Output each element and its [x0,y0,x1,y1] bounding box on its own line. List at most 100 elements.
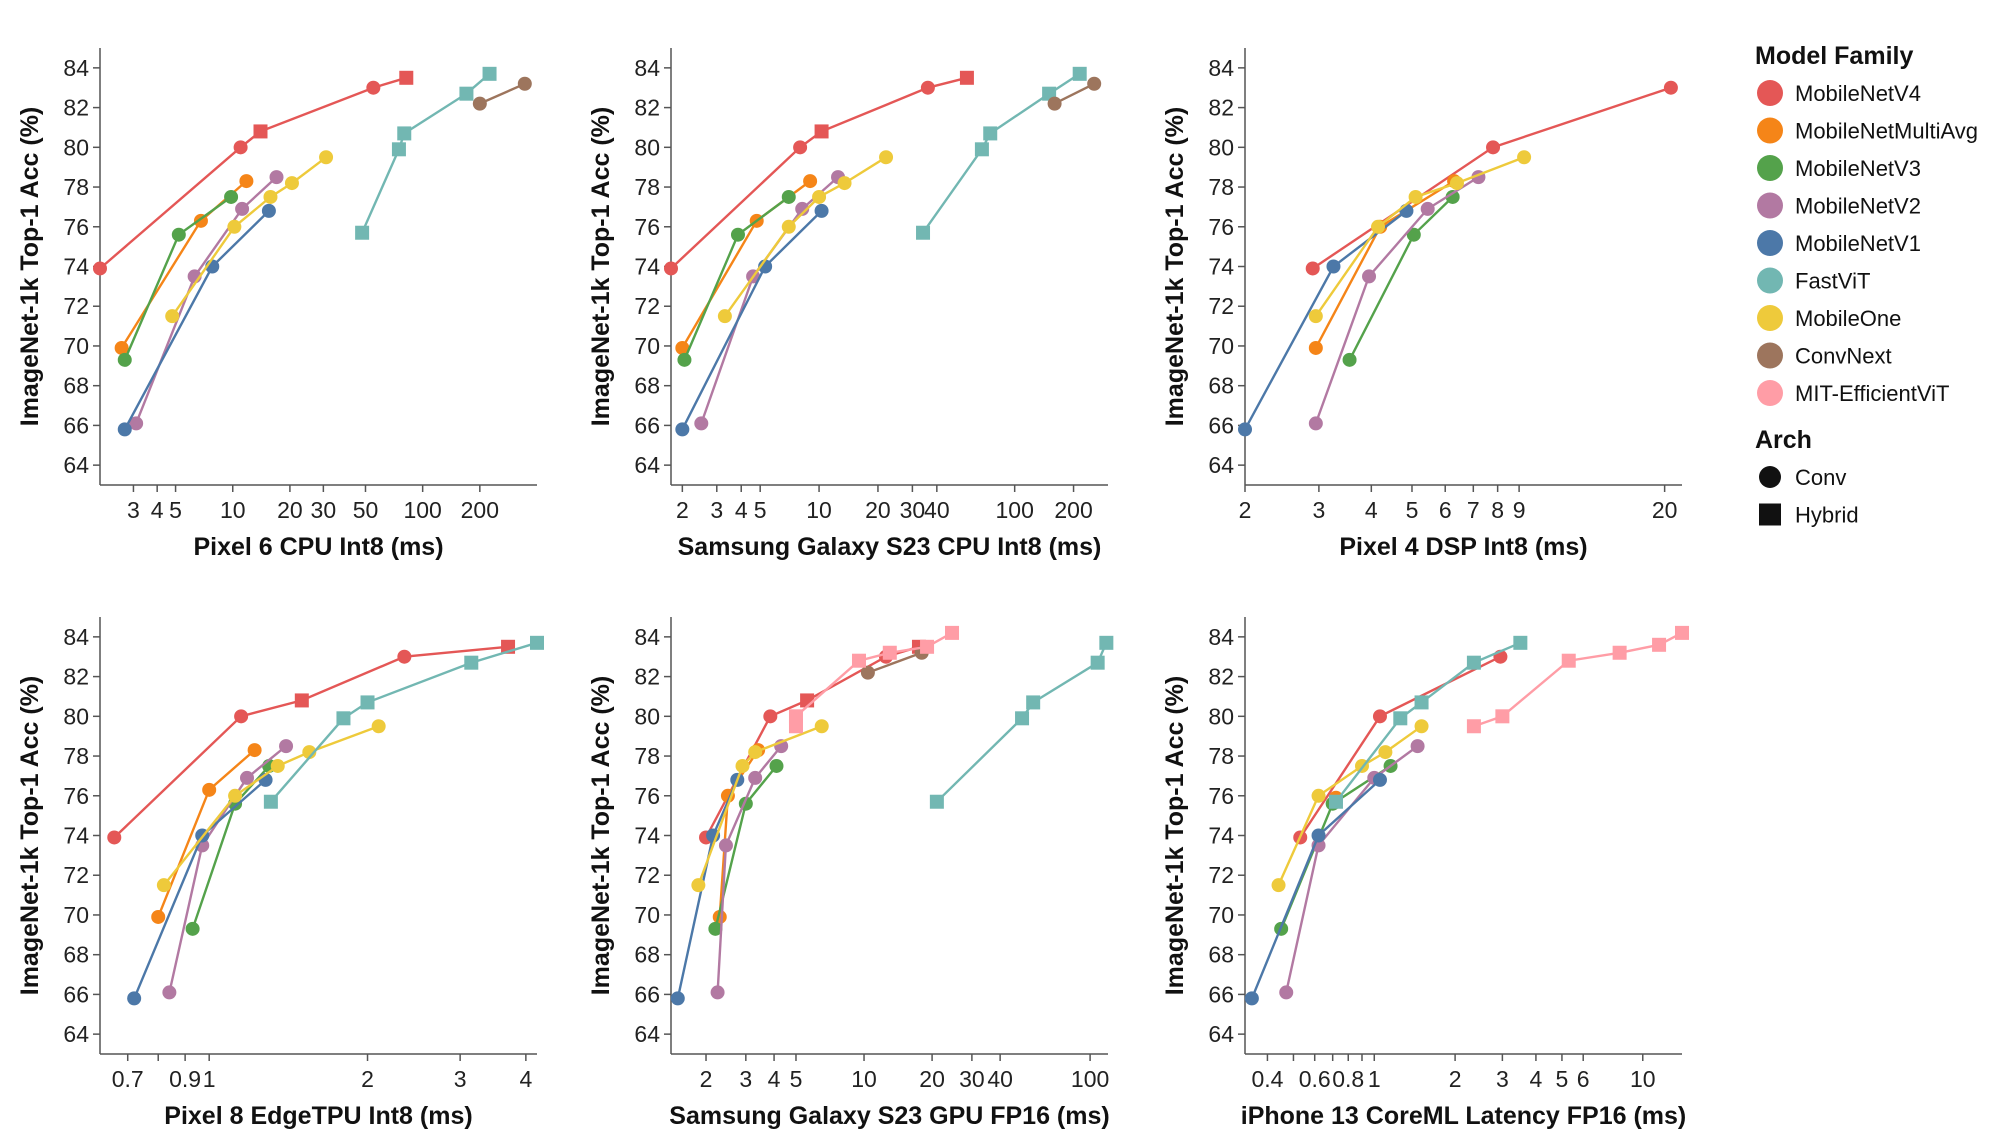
x-tick-label: 2 [1239,497,1252,523]
x-tick-label: 4 [519,1066,532,1092]
y-tick-label: 78 [1208,174,1234,200]
data-point-square [1414,695,1429,710]
data-point-square [1495,709,1510,724]
x-tick-label: 10 [1630,1066,1656,1092]
series-line [269,641,538,803]
data-point-circle [763,709,778,724]
series-mobilenetv1 [1244,772,1387,1006]
data-point-square [399,70,414,85]
y-tick-label: 64 [634,1021,660,1047]
y-tick-label: 82 [63,95,89,121]
x-tick-label: 10 [851,1066,877,1092]
data-point-circle [302,745,317,760]
x-tick-label: 1 [1368,1066,1381,1092]
series-line [683,196,790,361]
y-tick-label: 72 [1208,862,1234,888]
data-point-square [959,70,974,85]
x-tick-label: 30 [311,497,337,523]
data-point-square [851,653,866,668]
data-point-circle [748,745,763,760]
series-mobilenetv1 [670,772,745,1006]
x-tick-label: 20 [865,497,891,523]
x-tick-label: 2 [1449,1066,1462,1092]
series-line [134,176,278,424]
x-tick-label: 1 [203,1066,216,1092]
data-point-circle [472,96,487,111]
data-point-circle [269,170,284,185]
data-point-circle [397,649,412,664]
y-axis-title: ImageNet-1k Top-1 Acc (%) [1161,107,1189,427]
series-mobilenetv4 [1293,649,1508,845]
legend-label-mobilenetmultiavg: MobileNetMultiAvg [1795,119,1978,144]
x-tick-label: 6 [1439,497,1452,523]
series-line [676,779,739,999]
data-point-square [360,695,375,710]
data-point-circle [107,830,122,845]
legend-label-mit-efficientvit: MIT-EfficientViT [1795,381,1949,406]
y-tick-label: 78 [63,743,89,769]
data-point-circle [366,80,381,95]
legend-family-title: Model Family [1755,42,1913,70]
data-point-circle [117,352,132,367]
data-point-circle [812,189,827,204]
series-mobilenetv3 [117,189,239,367]
x-tick-label: 4 [768,1066,781,1092]
y-axis-title: ImageNet-1k Top-1 Acc (%) [587,676,615,996]
y-axis-title: ImageNet-1k Top-1 Acc (%) [1161,676,1189,996]
data-point-square [294,693,309,708]
data-point-circle [691,878,706,893]
x-tick-label: 5 [1556,1066,1569,1092]
legend-label-mobilenetv3: MobileNetV3 [1795,156,1921,181]
y-tick-label: 68 [634,373,660,399]
data-point-circle [235,201,250,216]
data-point-square [1652,637,1667,652]
legend-swatch-convnext [1757,342,1783,369]
y-tick-label: 68 [1208,373,1234,399]
data-point-circle [1311,788,1326,803]
y-tick-label: 64 [1208,452,1234,478]
series-mobilenetv2 [162,739,294,1000]
data-point-circle [748,770,763,785]
x-tick-label: 40 [924,497,950,523]
data-point-circle [920,80,935,95]
y-tick-label: 76 [63,214,89,240]
x-tick-label: 20 [919,1066,945,1092]
data-point-circle [814,719,829,734]
y-tick-label: 70 [1208,333,1234,359]
x-tick-label: 9 [1513,497,1526,523]
data-point-circle [1279,985,1294,1000]
x-tick-label: 20 [1652,497,1678,523]
x-tick-label: 4 [1365,497,1378,523]
data-point-circle [234,709,249,724]
data-point-square [916,225,931,240]
x-tick-label: 0.9 [169,1066,201,1092]
y-tick-label: 76 [1208,214,1234,240]
series-line [704,645,920,839]
x-tick-label: 7 [1467,497,1480,523]
series-mobileone [717,150,894,324]
data-point-circle [718,838,733,853]
legend-swatch-fastvit [1757,267,1783,294]
y-tick-label: 64 [63,452,89,478]
data-point-square [983,126,998,141]
data-point-circle [240,770,255,785]
data-point-circle [247,743,262,758]
y-tick-label: 74 [63,823,89,849]
data-point-circle [1308,309,1323,324]
legend-label-hybrid: Hybrid [1795,503,1859,528]
legend-label-mobileone: MobileOne [1795,306,1901,331]
x-tick-label: 200 [1054,497,1092,523]
legend-arch-items: Conv Hybrid [1759,465,1859,528]
x-tick-label: 0.4 [1251,1066,1283,1092]
y-tick-label: 84 [63,55,89,81]
data-point-square [1393,711,1408,726]
data-point-circle [239,174,254,189]
x-tick-label: 5 [790,1066,803,1092]
x-tick-label: 4 [735,497,748,523]
data-point-circle [769,758,784,773]
data-point-circle [1244,991,1259,1006]
x-tick-label: 3 [710,497,723,523]
x-tick-label: 50 [353,497,379,523]
y-tick-label: 78 [634,743,660,769]
